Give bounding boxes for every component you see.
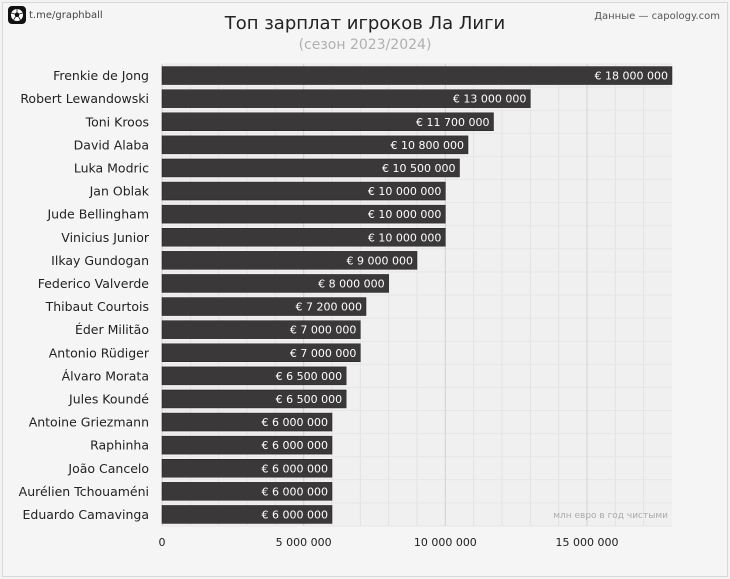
category-label: Vinicius Junior bbox=[61, 230, 150, 245]
category-label: Jan Oblak bbox=[89, 184, 150, 199]
x-tick-label: 5 000 000 bbox=[276, 536, 332, 549]
bar bbox=[161, 343, 361, 362]
bar-value-label: € 13 000 000 bbox=[453, 93, 526, 106]
category-label: Álvaro Morata bbox=[62, 368, 149, 383]
category-label: Aurélien Tchouaméni bbox=[19, 484, 149, 499]
bar bbox=[161, 274, 389, 293]
x-tick-label: 10 000 000 bbox=[414, 536, 477, 549]
category-label: Ilkay Gundogan bbox=[51, 253, 149, 268]
category-label: Eduardo Camavinga bbox=[22, 507, 149, 522]
bar-value-label: € 10 000 000 bbox=[368, 231, 441, 244]
football-icon bbox=[8, 6, 26, 24]
bar-value-label: € 6 000 000 bbox=[262, 485, 328, 498]
category-label: Federico Valverde bbox=[38, 276, 150, 291]
brand[interactable]: t.me/graphball bbox=[8, 6, 103, 24]
bar-value-label: € 10 500 000 bbox=[382, 162, 455, 175]
category-label: Jules Koundé bbox=[68, 391, 149, 406]
bar bbox=[161, 204, 446, 224]
bar bbox=[161, 505, 333, 524]
bar-value-label: € 11 700 000 bbox=[416, 116, 489, 129]
bar-value-label: € 18 000 000 bbox=[595, 70, 668, 83]
category-label: Antonio Rüdiger bbox=[49, 345, 150, 360]
bar-value-label: € 7 200 000 bbox=[296, 301, 362, 314]
category-label: Raphinha bbox=[90, 438, 149, 453]
bar-value-label: € 7 000 000 bbox=[290, 347, 356, 360]
bar bbox=[161, 135, 469, 155]
bar-value-label: € 6 000 000 bbox=[262, 508, 328, 521]
bar bbox=[161, 459, 333, 478]
bar-value-label: € 7 000 000 bbox=[290, 324, 356, 337]
bar-value-label: € 6 000 000 bbox=[262, 439, 328, 452]
bar-value-label: € 6 000 000 bbox=[262, 462, 328, 475]
category-label: Frenkie de Jong bbox=[53, 68, 149, 83]
bar bbox=[161, 389, 347, 409]
bar bbox=[161, 482, 333, 501]
category-label: Toni Kroos bbox=[85, 114, 149, 129]
bar-value-label: € 9 000 000 bbox=[347, 254, 413, 267]
x-tick-label: 0 bbox=[159, 536, 166, 549]
bar-value-label: € 6 000 000 bbox=[262, 416, 328, 429]
chart-subtitle: (сезон 2023/2024) bbox=[298, 37, 432, 53]
bar-value-label: € 10 000 000 bbox=[368, 208, 441, 221]
bar-value-label: € 8 000 000 bbox=[318, 277, 384, 290]
bar-value-label: € 6 500 000 bbox=[276, 393, 342, 406]
category-label: Éder Militão bbox=[75, 322, 149, 337]
bar bbox=[161, 112, 494, 131]
category-label: Luka Modric bbox=[74, 160, 149, 175]
category-label: João Cancelo bbox=[67, 461, 149, 476]
bar bbox=[161, 66, 673, 85]
bar bbox=[161, 158, 460, 178]
bar-value-label: € 6 500 000 bbox=[276, 370, 342, 383]
bar bbox=[161, 320, 361, 339]
bar bbox=[161, 181, 446, 201]
category-label: David Alaba bbox=[74, 137, 149, 152]
bar bbox=[161, 89, 531, 108]
chart-title: Топ зарплат игроков Ла Лиги bbox=[224, 13, 506, 34]
bar-value-label: € 10 800 000 bbox=[391, 139, 464, 152]
bar bbox=[161, 412, 333, 432]
bar bbox=[161, 435, 333, 455]
bar bbox=[161, 251, 418, 270]
category-label: Robert Lewandowski bbox=[20, 91, 149, 106]
category-label: Jude Bellingham bbox=[46, 207, 149, 222]
bar bbox=[161, 228, 446, 247]
brand-text: t.me/graphball bbox=[29, 9, 103, 21]
bar-value-label: € 10 000 000 bbox=[368, 185, 441, 198]
bar bbox=[161, 297, 367, 316]
x-tick-label: 15 000 000 bbox=[556, 536, 619, 549]
category-label: Antoine Griezmann bbox=[29, 415, 149, 430]
bar bbox=[161, 366, 347, 386]
data-source: Данные — capology.com bbox=[594, 11, 720, 22]
category-label: Thibaut Courtois bbox=[45, 299, 149, 314]
unit-note: млн евро в год чистыми bbox=[553, 511, 668, 521]
